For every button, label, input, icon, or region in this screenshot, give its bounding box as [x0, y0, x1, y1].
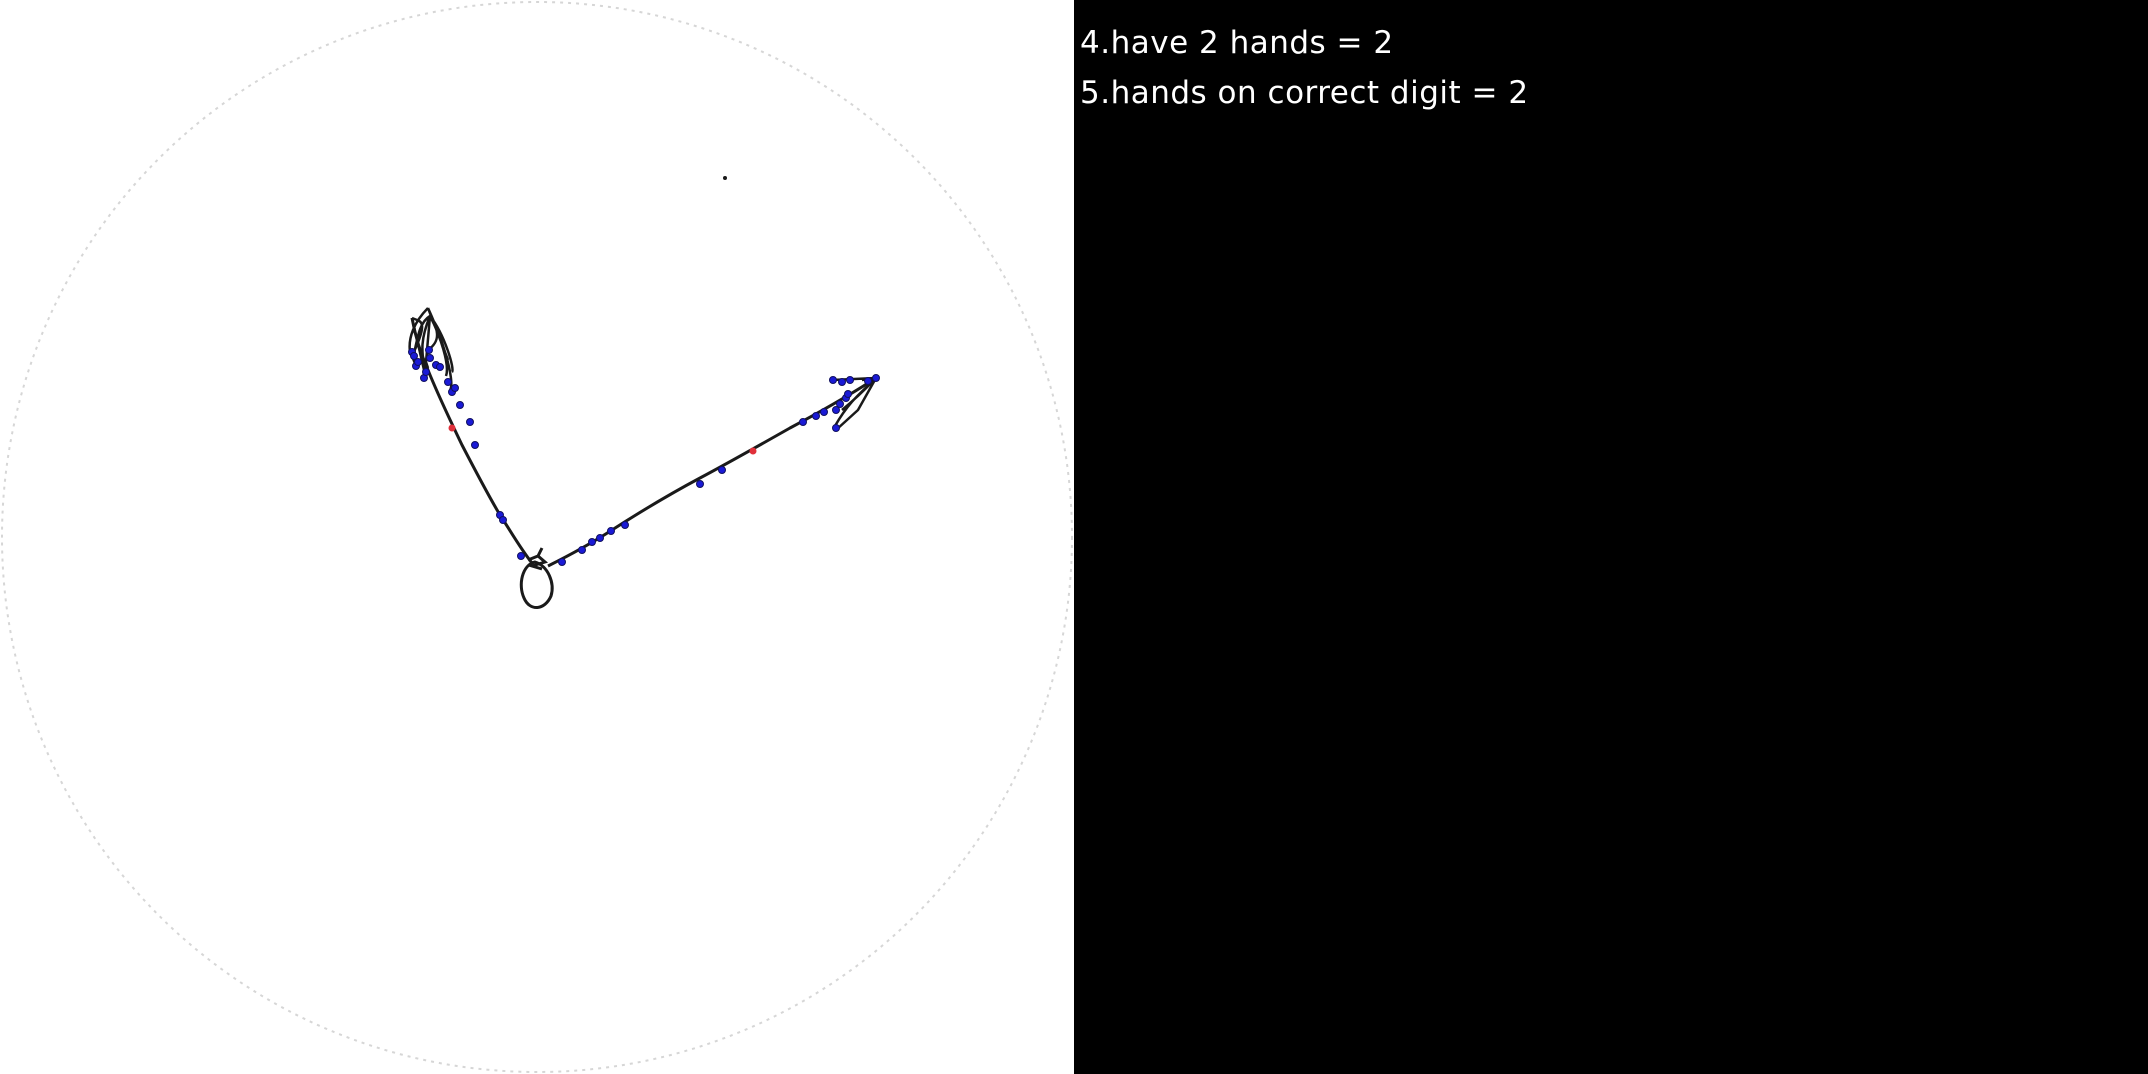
sample-point-6 [425, 346, 433, 354]
sample-point-10 [444, 378, 452, 386]
sample-point-28 [812, 412, 820, 420]
sample-point-9 [436, 363, 444, 371]
sample-point-33 [844, 390, 852, 398]
sample-point-24 [621, 521, 629, 529]
sample-point-14 [466, 418, 474, 426]
hand-right-arrowhead [831, 376, 878, 431]
clock-guide-circle [1, 1, 1073, 1073]
score-line-hands-on-correct-digit: 5.hands on correct digit = 2 [1080, 75, 1529, 111]
sample-point-17 [499, 516, 507, 524]
highlight-points-group [448, 424, 757, 455]
clock-drawing-canvas [0, 0, 1074, 1074]
highlight-point-1 [749, 447, 757, 455]
sample-point-12 [451, 384, 459, 392]
sample-points-group [408, 346, 880, 566]
sample-point-19 [558, 558, 566, 566]
sample-point-15 [471, 441, 479, 449]
sample-point-26 [718, 466, 726, 474]
sample-point-1 [410, 352, 418, 360]
sample-point-5 [422, 368, 430, 376]
sample-point-23 [607, 527, 615, 535]
sample-point-37 [829, 376, 837, 384]
sample-point-39 [846, 376, 854, 384]
sample-point-31 [836, 400, 844, 408]
sample-point-25 [696, 480, 704, 488]
clock-drawing-svg [1, 1, 1073, 1073]
scoring-panel: 4.have 2 hands = 2 5.hands on correct di… [1080, 18, 2140, 118]
sample-point-3 [414, 358, 422, 366]
sample-point-13 [456, 401, 464, 409]
score-line-have-two-hands: 4.have 2 hands = 2 [1080, 25, 1394, 61]
highlight-point-0 [448, 424, 456, 432]
clock-center-scribble [526, 547, 549, 571]
sample-point-36 [864, 377, 872, 385]
sample-point-29 [820, 408, 828, 416]
sample-point-34 [832, 424, 840, 432]
sample-point-21 [588, 538, 596, 546]
sample-point-20 [578, 546, 586, 554]
sample-point-35 [872, 374, 880, 382]
sample-point-27 [799, 418, 807, 426]
sample-point-38 [838, 378, 846, 386]
sample-point-18 [517, 552, 525, 560]
clock-center-loop [519, 560, 554, 609]
stray-ink-dot [723, 176, 727, 180]
hand-left-arrowhead [408, 307, 454, 391]
sample-point-30 [832, 406, 840, 414]
sample-point-7 [426, 354, 434, 362]
sample-point-22 [596, 534, 604, 542]
